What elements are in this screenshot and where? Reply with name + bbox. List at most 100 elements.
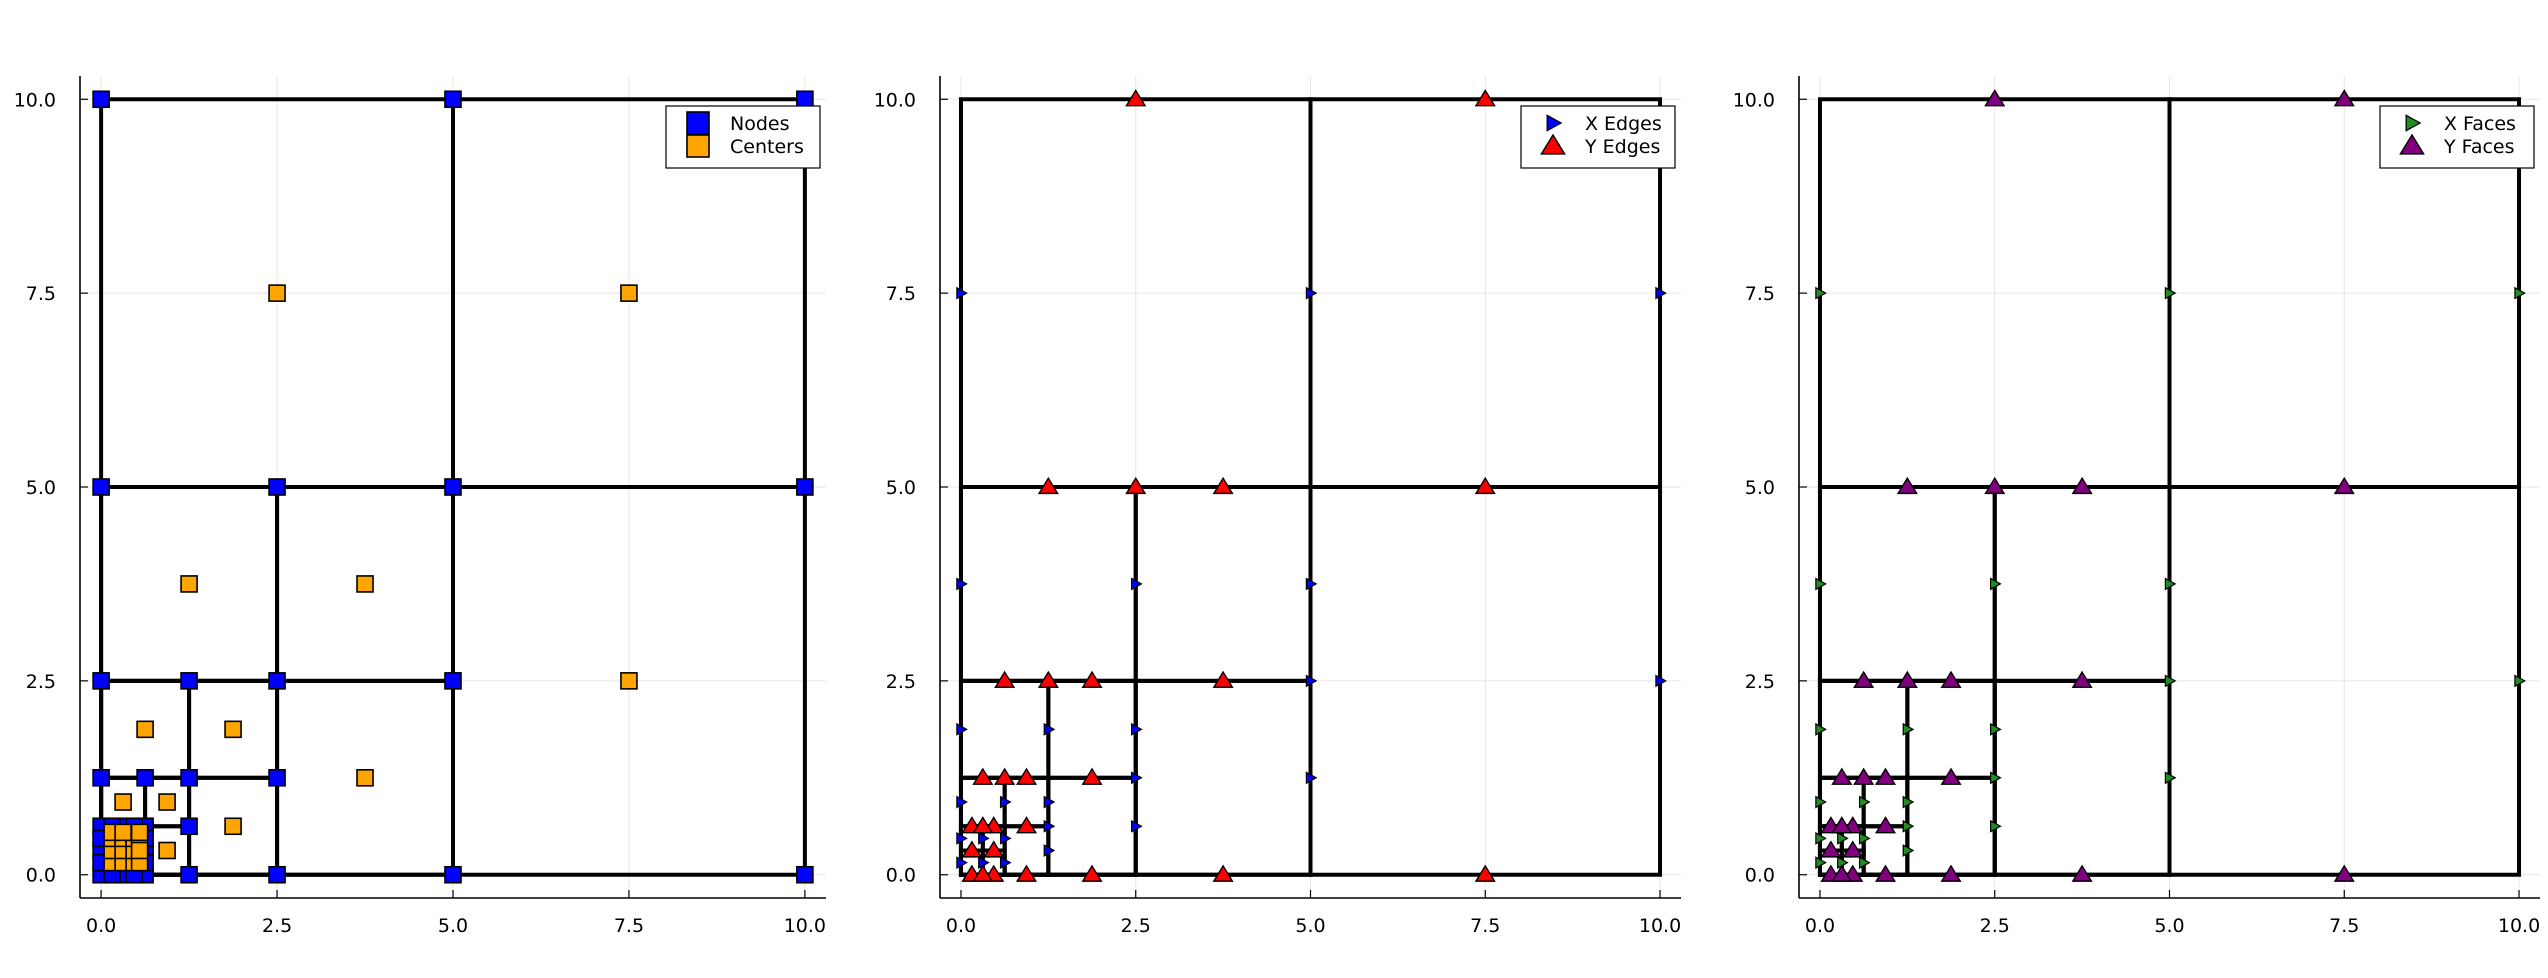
- data-point: [444, 865, 462, 884]
- data-point: [1125, 89, 1147, 107]
- x-tick-label: 7.5: [2329, 915, 2359, 937]
- data-point: [956, 286, 968, 300]
- data-point: [1902, 844, 1915, 857]
- data-point: [961, 840, 983, 858]
- panel-nodes-centers: 0.0 2.5 5.0 7.5 10.0 0.0 2.5 5.0 7.5 10.0 NodesCen…: [14, 76, 826, 937]
- y-tick-label: 5.0: [1745, 477, 1775, 499]
- data-point: [2514, 286, 2526, 300]
- legend-label: Centers: [730, 136, 804, 158]
- data-point: [2514, 674, 2526, 688]
- mesh-cell: [1905, 775, 1997, 877]
- legend-marker: [686, 134, 710, 158]
- data-point: [1212, 670, 1234, 688]
- data-point: [1831, 816, 1853, 834]
- data-point: [180, 865, 198, 884]
- legend-marker: [1546, 114, 1563, 132]
- data-point: [136, 720, 154, 739]
- x-tick-label: 5.0: [438, 915, 468, 937]
- data-point: [2164, 674, 2177, 688]
- data-point: [2071, 864, 2093, 882]
- data-point: [1815, 831, 1827, 845]
- data-point: [983, 840, 1005, 858]
- data-point: [1015, 816, 1038, 834]
- data-point: [1874, 864, 1897, 882]
- data-point: [1305, 577, 1318, 591]
- legend-marker: [2399, 133, 2425, 155]
- data-point: [796, 90, 814, 109]
- data-point: [1015, 767, 1038, 785]
- data-point: [180, 672, 198, 690]
- data-point: [268, 865, 286, 884]
- data-point: [2333, 864, 2355, 882]
- data-point: [158, 841, 176, 860]
- data-point: [1305, 286, 1318, 300]
- data-point: [796, 478, 814, 496]
- data-point: [1902, 722, 1915, 736]
- data-point: [1081, 767, 1103, 785]
- data-point: [92, 769, 110, 787]
- legend-marker: [686, 111, 710, 135]
- data-point: [1815, 286, 1827, 300]
- data-point: [1815, 856, 1827, 870]
- x-tick-label: 0.0: [86, 915, 116, 937]
- data-point: [2164, 286, 2177, 300]
- data-point: [1474, 476, 1496, 495]
- data-point: [136, 769, 154, 787]
- data-point: [130, 823, 149, 842]
- data-point: [796, 865, 814, 884]
- y-tick-label: 5.0: [886, 477, 916, 499]
- series-x-edges: [956, 286, 1667, 870]
- data-point: [180, 769, 198, 787]
- x-tick-label: 5.0: [2154, 915, 2184, 937]
- mesh-cell: [958, 678, 1051, 780]
- data-point: [1874, 816, 1897, 834]
- y-tick-label: 0.0: [886, 865, 916, 887]
- data-point: [1474, 89, 1496, 107]
- data-point: [224, 817, 242, 836]
- y-tick-label: 2.5: [1745, 671, 1775, 693]
- y-tick-label: 0.0: [1745, 865, 1775, 887]
- y-tick-label: 0.0: [26, 865, 56, 887]
- data-point: [620, 284, 638, 302]
- data-point: [956, 577, 968, 591]
- legend-box: [2379, 105, 2535, 169]
- data-point: [1858, 795, 1871, 809]
- data-point: [356, 769, 374, 787]
- mesh-cell: [451, 97, 807, 489]
- x-tick-label: 2.5: [1980, 915, 2010, 937]
- data-point: [994, 767, 1016, 785]
- data-point: [1940, 767, 1962, 785]
- data-point: [1990, 819, 2002, 833]
- mesh-cell: [1817, 485, 1997, 683]
- x-tick-label: 0.0: [1805, 915, 1835, 937]
- data-point: [268, 769, 286, 787]
- legend-label: X Edges: [1585, 113, 1662, 135]
- data-point: [1842, 840, 1864, 858]
- mesh-cell: [1992, 678, 2172, 877]
- legend-label: Nodes: [730, 113, 790, 135]
- data-point: [1081, 864, 1103, 882]
- mesh-cell: [1133, 678, 1313, 877]
- data-point: [1015, 864, 1038, 882]
- series-centers: [103, 284, 638, 872]
- series-y-edges: [961, 89, 1496, 882]
- y-tick-label: 10.0: [14, 89, 56, 111]
- data-point: [114, 823, 132, 842]
- data-point: [444, 478, 462, 496]
- data-point: [92, 478, 110, 496]
- data-point: [1896, 476, 1918, 495]
- data-point: [956, 831, 968, 845]
- data-point: [268, 672, 286, 690]
- data-point: [1815, 577, 1827, 591]
- data-point: [1125, 476, 1147, 495]
- y-tick-label: 7.5: [1745, 283, 1775, 305]
- data-point: [1984, 89, 2006, 107]
- x-tick-label: 2.5: [1121, 915, 1151, 937]
- data-point: [1858, 831, 1871, 845]
- data-point: [1043, 844, 1056, 857]
- data-point: [1853, 670, 1875, 688]
- data-point: [1305, 771, 1318, 785]
- mesh-cell: [1046, 678, 1138, 780]
